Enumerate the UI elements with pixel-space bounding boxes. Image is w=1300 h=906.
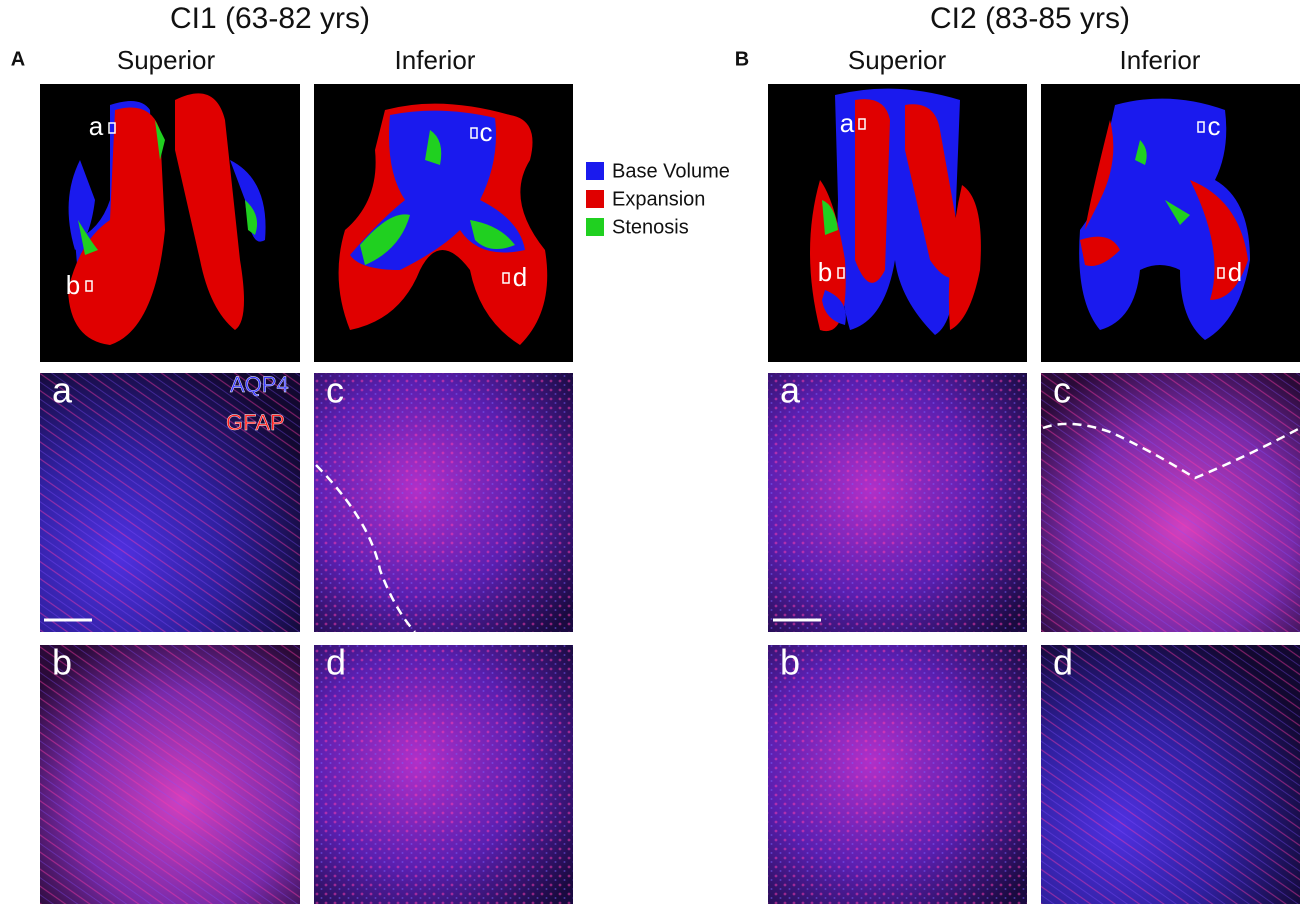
roi-box <box>108 122 116 134</box>
legend: Base Volume Expansion Stenosis <box>586 160 730 238</box>
legend-label: Stenosis <box>612 216 689 238</box>
roi-label: b <box>818 257 832 287</box>
stain-label: GFAP <box>226 410 285 435</box>
roi-label: a <box>840 108 855 138</box>
micrograph: a <box>40 370 300 632</box>
column-label: Superior <box>848 45 947 75</box>
model-superior <box>768 84 1027 362</box>
legend-label: Base Volume <box>612 160 730 182</box>
column-label: Inferior <box>1120 45 1201 75</box>
micrograph: c <box>314 370 573 632</box>
micrograph: b <box>40 642 300 904</box>
micrograph: d <box>314 642 573 904</box>
roi-label: c <box>480 117 493 147</box>
model-inferior <box>314 84 573 362</box>
group-title: CI2 (83-85 yrs) <box>930 2 1130 35</box>
micrograph: b <box>768 642 1027 904</box>
legend-label: Expansion <box>612 188 705 210</box>
column-label: Superior <box>117 45 216 75</box>
legend-swatch <box>586 162 604 180</box>
roi-box <box>85 280 93 292</box>
panel-label: B <box>735 48 749 70</box>
panel-sublabel: d <box>1053 642 1073 683</box>
roi-box <box>502 272 510 284</box>
roi-label: b <box>66 270 80 300</box>
panel-sublabel: a <box>780 370 801 411</box>
micrograph: d <box>1041 642 1300 904</box>
panel-label: A <box>11 48 25 70</box>
roi-label: d <box>1228 257 1242 287</box>
micrographs: a c b d a c b d <box>40 370 1300 904</box>
model-inferior <box>1041 84 1300 362</box>
micrograph-texture <box>1041 645 1300 904</box>
model-superior <box>40 84 300 362</box>
roi-box <box>1197 121 1205 133</box>
legend-swatch <box>586 190 604 208</box>
micrograph-texture <box>40 645 300 904</box>
panel-sublabel: d <box>326 642 346 683</box>
boundary-line <box>1042 422 1300 480</box>
roi-label: c <box>1208 111 1221 141</box>
micrograph-texture <box>314 373 573 632</box>
panel-sublabel: b <box>780 642 800 683</box>
boundary-line <box>315 464 416 633</box>
roi-box <box>1217 267 1225 279</box>
panel-sublabel: a <box>52 370 73 411</box>
stain-label: AQP4 <box>230 372 289 397</box>
panel-sublabel: c <box>326 370 344 411</box>
roi-box <box>837 267 845 279</box>
legend-swatch <box>586 218 604 236</box>
micrograph: c <box>1041 370 1300 632</box>
micrograph-texture <box>1041 373 1300 632</box>
micrograph-texture <box>40 373 300 632</box>
panel-sublabel: b <box>52 642 72 683</box>
column-label: Inferior <box>395 45 476 75</box>
micrograph-texture <box>314 645 573 904</box>
micrograph: a <box>768 370 1027 632</box>
micrograph-texture <box>768 645 1027 904</box>
group-title: CI1 (63-82 yrs) <box>170 2 370 35</box>
micrograph-texture <box>768 373 1027 632</box>
roi-label: a <box>89 111 104 141</box>
roi-label: d <box>513 262 527 292</box>
panel-sublabel: c <box>1053 370 1071 411</box>
roi-box <box>858 118 866 130</box>
roi-box <box>470 127 478 139</box>
